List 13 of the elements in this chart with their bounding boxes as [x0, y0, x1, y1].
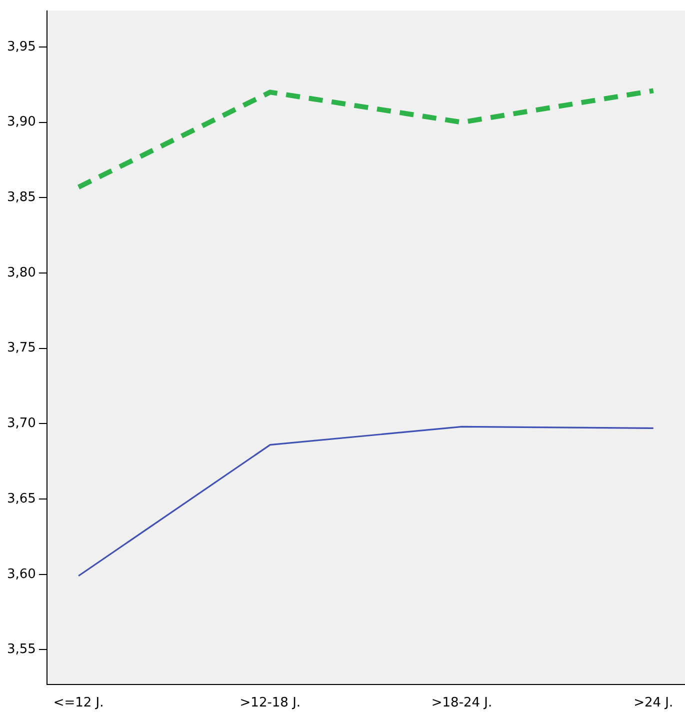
x-tick-label: >24 J. [634, 696, 674, 711]
y-tick-label: 3,90 [6, 114, 36, 130]
y-tick-label: 3,65 [6, 491, 36, 506]
y-tick-label: 3,95 [6, 39, 36, 54]
x-tick-label: >18-24 J. [431, 696, 492, 711]
y-tick-label: 3,80 [6, 265, 36, 280]
y-tick-label: 3,60 [6, 566, 36, 582]
x-tick-label: >12-18 J. [240, 696, 301, 711]
y-tick-label: 3,55 [6, 642, 36, 658]
x-tick-label: <=12 J. [53, 696, 104, 711]
y-tick-label: 3,75 [6, 340, 36, 356]
y-tick-label: 3,85 [6, 190, 36, 206]
y-tick-label: 3,70 [6, 416, 36, 432]
